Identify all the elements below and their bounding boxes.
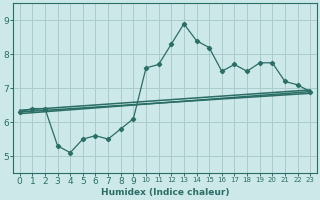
X-axis label: Humidex (Indice chaleur): Humidex (Indice chaleur) <box>101 188 229 197</box>
